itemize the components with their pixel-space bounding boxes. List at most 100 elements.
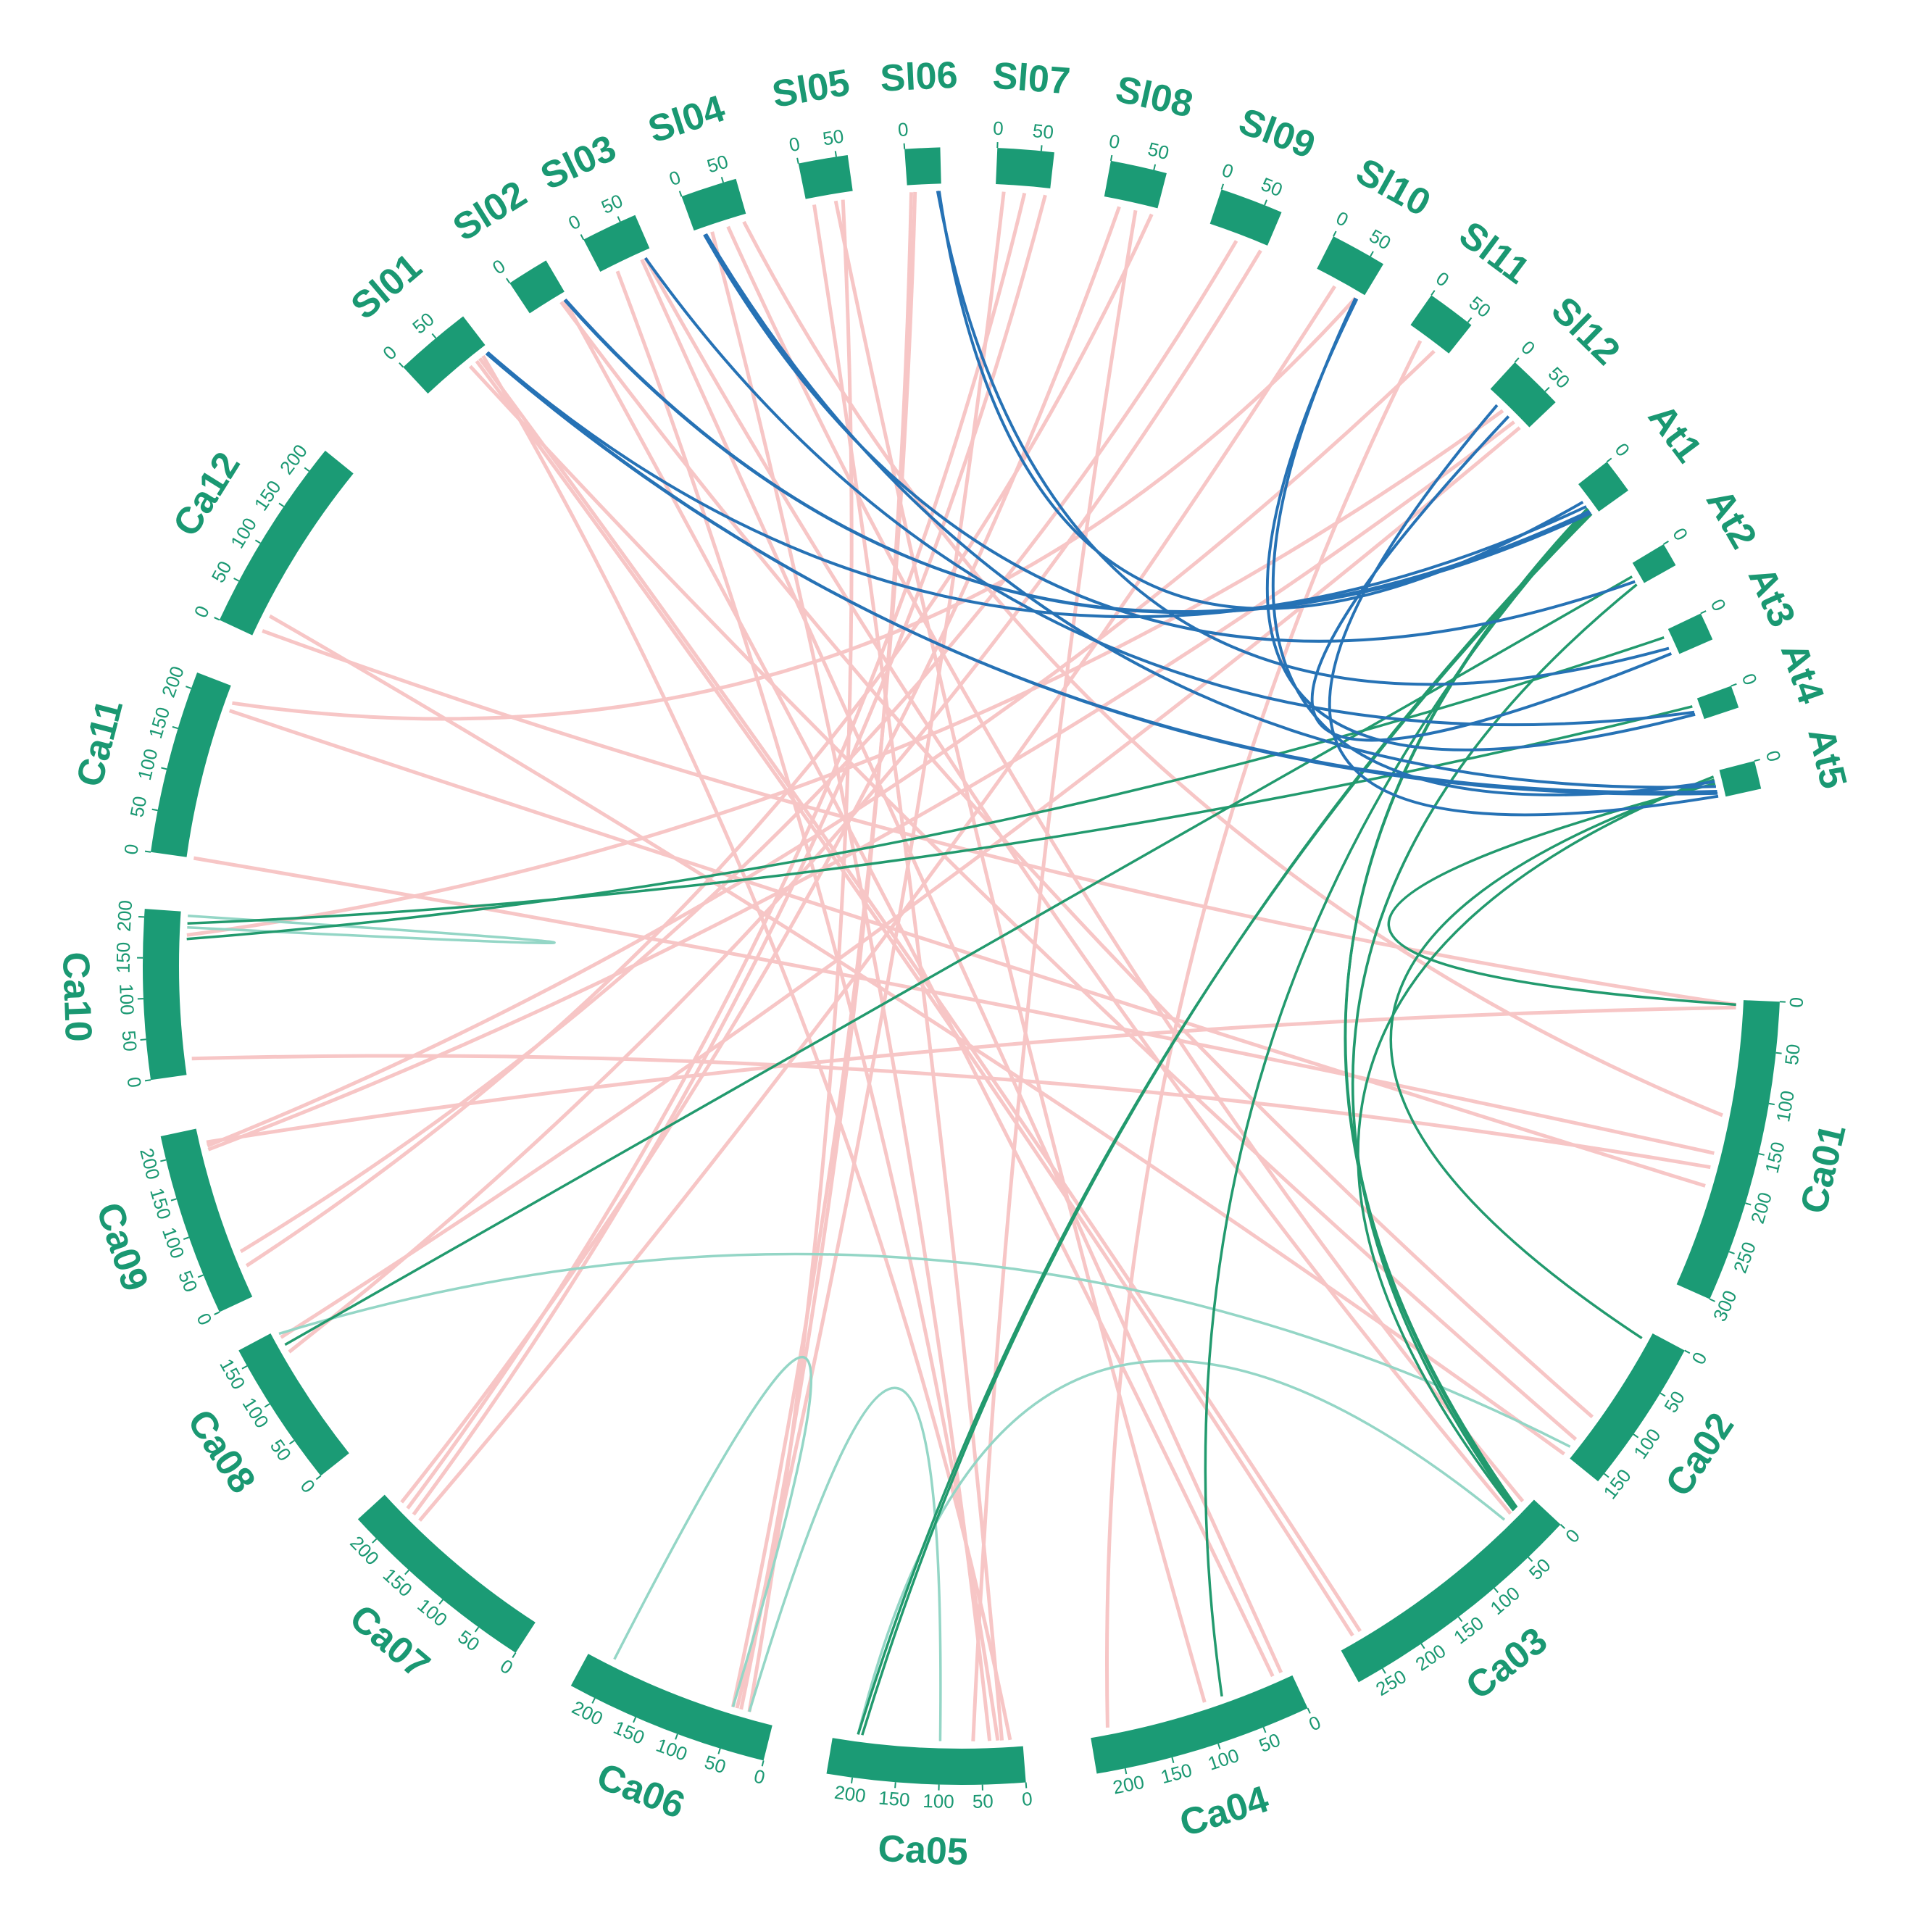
chromosome-label: At4 [1773,638,1832,709]
chromosome-block[interactable] [570,1654,772,1761]
tick-label: 0 [296,1475,320,1497]
tick-mark [1700,610,1707,615]
chromosome-at4[interactable]: 0 At4 [1696,638,1832,720]
chromosome-block[interactable] [904,147,941,186]
chromosome-block[interactable] [1719,761,1762,797]
tick-label: 50 [266,1436,296,1465]
chromosome-ca11[interactable]: 0 50 100 150 200 Ca11 [69,663,231,857]
link-sl12-at3 [1310,415,1673,742]
tick-mark [1745,1202,1752,1206]
tick-mark [170,1198,177,1202]
chromosome-ca05[interactable]: 0 50 100 150 200 Ca05 [826,1738,1033,1873]
chromosome-at2[interactable]: 0 At2 [1632,482,1765,583]
chromosome-sl06[interactable]: 0 Sl06 [879,54,959,186]
chromosome-ca10[interactable]: 0 50 100 150 200 Ca10 [54,899,187,1089]
tick-mark [172,725,178,730]
chromosome-at1[interactable]: 0 At1 [1578,396,1709,512]
chromosome-ca09[interactable]: 0 50 100 150 200 Ca09 [88,1128,253,1329]
link-ca02-sl01 [468,365,1578,1441]
tick-mark [304,467,310,472]
chromosome-sl05[interactable]: 0 50 Sl05 [769,62,853,199]
chromosome-block[interactable] [509,260,565,314]
tick-mark [512,1652,517,1658]
chromosome-block[interactable] [996,148,1054,188]
chromosome-at5[interactable]: 0 At5 [1719,724,1855,797]
chromosome-sl07[interactable]: 0 50 Sl07 [991,54,1072,188]
chromosome-block[interactable] [1578,462,1628,512]
chromosome-block[interactable] [681,178,746,231]
tick-label: 100 [115,983,138,1016]
chromosome-block[interactable] [150,673,231,857]
tick-mark [1559,1523,1565,1529]
chromosome-label: Sl05 [769,62,852,116]
chromosome-block[interactable] [583,215,650,272]
chromosome-block[interactable] [1410,295,1472,354]
tick-mark [1420,1643,1425,1649]
chromosome-sl09[interactable]: 0 50 Sl09 [1209,100,1321,246]
tick-label: 0 [565,210,584,234]
chromosome-block[interactable] [357,1494,536,1653]
tick-mark [1333,230,1337,237]
chromosome-block[interactable] [1667,613,1713,654]
tick-mark [140,1038,146,1041]
chromosome-sl02[interactable]: 0 Sl02 [446,172,565,314]
link-sl02-ca02 [559,301,1594,1419]
chromosome-label: Sl06 [879,54,959,100]
chromosome-block[interactable] [1341,1499,1561,1683]
tick-label: 50 [125,794,151,819]
chromosome-block[interactable] [1696,686,1739,720]
chromosome-block[interactable] [1632,544,1676,583]
chromosome-ca01[interactable]: 0 50 100 150 200 250 300 Ca01 [1676,996,1854,1325]
chromosome-block[interactable] [1490,362,1556,428]
tick-label: 0 [666,166,683,190]
chromosome-block[interactable] [1317,236,1383,296]
link-ca09-ca01 [206,1005,1736,1144]
chromosome-block[interactable] [1676,1000,1780,1299]
chromosome-block[interactable] [1209,189,1282,246]
chromosome-block[interactable] [1570,1333,1685,1482]
tick-label: 0 [1762,749,1786,765]
chromosome-label: Sl11 [1452,213,1537,292]
link-sl12-ca10 [186,409,1504,937]
tick-mark [796,157,799,164]
chromosome-block[interactable] [142,909,187,1080]
link-ca12-ca01 [262,629,1737,1007]
chromosome-block[interactable] [1104,160,1167,209]
chromosome-block[interactable] [826,1738,1026,1785]
tick-label: 150 [878,1786,911,1810]
chromosome-block[interactable] [238,1333,349,1476]
tick-mark [617,216,621,222]
chromosome-at3[interactable]: 0 At3 [1667,560,1804,654]
link-sl04-at2 [703,233,1636,643]
link-ca05-at1 [861,511,1591,1736]
link-sl06-at1 [937,191,1584,610]
chromosome-block[interactable] [219,450,354,636]
chromosome-block[interactable] [798,154,853,199]
chromosome-block[interactable] [403,316,486,394]
tick-mark [903,143,906,149]
tick-label: 250 [1729,1239,1760,1276]
chromosome-block[interactable] [1091,1675,1308,1774]
tick-label: 150 [1761,1140,1789,1175]
tick-label: 50 [821,125,845,149]
link-ca06-ca05 [748,1386,942,1741]
chromosome-sl08[interactable]: 0 50 Sl08 [1104,68,1197,209]
tick-label: 0 [378,341,401,365]
chromosome-ca04[interactable]: 0 50 100 150 200 Ca04 [1091,1675,1324,1845]
tick-mark [241,1365,248,1370]
link-ca05-ca03 [857,1360,1506,1735]
chromosome-block[interactable] [160,1128,253,1312]
tick-mark [894,1782,896,1789]
link-sl02-at1 [564,298,1592,615]
